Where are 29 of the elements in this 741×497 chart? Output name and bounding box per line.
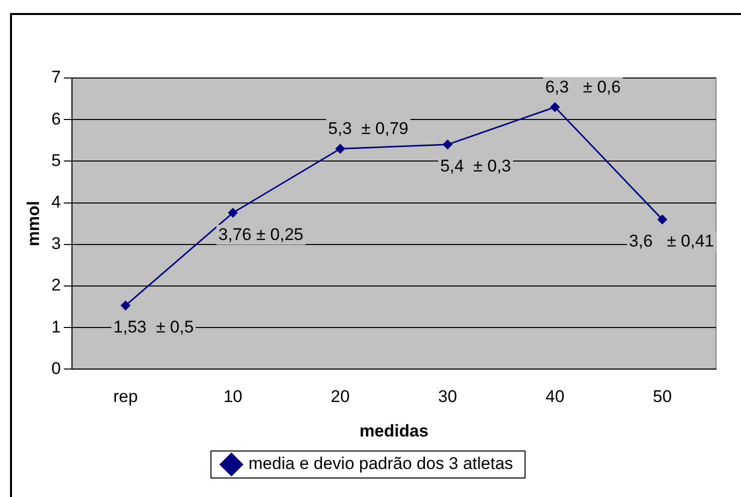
x-tick-label: 30 [438,387,458,406]
point [228,208,238,218]
legend-label: media e devio padrão dos 3 atletas [248,454,514,474]
data-label: 5,3 ± 0,79 [328,118,408,138]
point [550,102,560,112]
x-axis-title: medidas [359,421,428,440]
data-label: 5,4 ± 0,3 [440,156,511,176]
y-tick-label: 1 [51,317,61,336]
x-tick-label: 40 [546,387,564,406]
point [657,214,668,224]
point [120,300,131,311]
x-tick-label: 10 [223,387,242,406]
y-tick-label: 3 [51,234,61,254]
data-label: 6,3 ± 0,6 [545,77,621,96]
y-tick-label: 6 [51,109,61,128]
x-tick-label: rep [113,387,138,406]
y-tick-label: 4 [51,192,61,212]
x-tick-label: 20 [330,387,350,406]
y-tick-label: 7 [51,68,61,87]
data-label: 1,53 ± 0,5 [113,318,194,337]
point [442,140,453,150]
data-label: 3,6 ± 0,41 [629,232,714,251]
point [335,144,346,154]
y-axis-title: mmol [24,200,43,246]
y-tick-label: 2 [51,276,61,295]
y-tick-label: 0 [51,358,61,378]
x-tick-label: 50 [652,387,672,406]
data-label: 3,76 ± 0,25 [218,224,304,244]
y-tick-label: 5 [51,150,61,170]
